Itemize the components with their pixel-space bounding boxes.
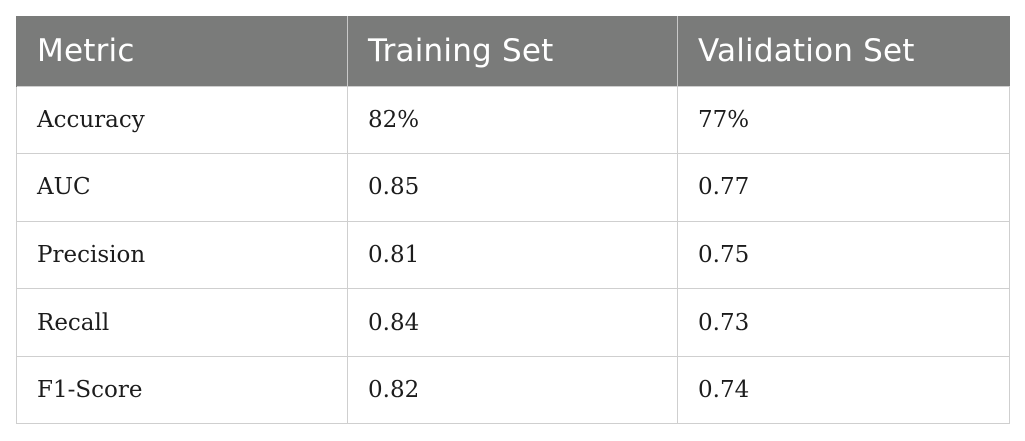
table-row: Precision 0.81 0.75 — [16, 220, 1010, 290]
metrics-table: Metric Training Set Validation Set Accur… — [16, 16, 1010, 425]
training-value-cell: 0.84 — [347, 288, 678, 357]
validation-value-cell: 0.77 — [677, 153, 1010, 222]
header-training-set: Training Set — [347, 16, 678, 86]
table-row: Accuracy 82% 77% — [16, 85, 1010, 155]
training-value-cell: 0.82 — [347, 355, 678, 425]
training-value-cell: 82% — [347, 85, 678, 155]
training-value-cell: 0.81 — [347, 220, 678, 290]
validation-value-cell: 0.74 — [677, 355, 1010, 425]
metric-cell: AUC — [16, 153, 348, 222]
table-row: F1-Score 0.82 0.74 — [16, 355, 1010, 425]
header-validation-set: Validation Set — [677, 16, 1010, 86]
table-row: Recall 0.84 0.73 — [16, 288, 1010, 357]
header-row: Metric Training Set Validation Set — [16, 16, 1010, 86]
training-value-cell: 0.85 — [347, 153, 678, 222]
table-row: AUC 0.85 0.77 — [16, 153, 1010, 222]
metric-cell: Accuracy — [16, 85, 348, 155]
table-header: Metric Training Set Validation Set — [16, 16, 1010, 86]
validation-value-cell: 0.75 — [677, 220, 1010, 290]
header-metric: Metric — [16, 16, 348, 86]
metric-cell: Recall — [16, 288, 348, 357]
validation-value-cell: 0.73 — [677, 288, 1010, 357]
metric-cell: Precision — [16, 220, 348, 290]
table-body: Accuracy 82% 77% AUC 0.85 0.77 Precision… — [16, 85, 1010, 425]
validation-value-cell: 77% — [677, 85, 1010, 155]
metric-cell: F1-Score — [16, 355, 348, 425]
metrics-table-container: Metric Training Set Validation Set Accur… — [16, 16, 1010, 425]
